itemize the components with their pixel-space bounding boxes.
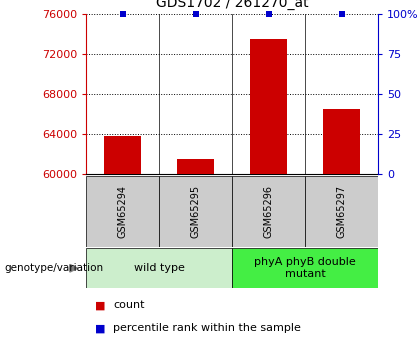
Text: phyA phyB double
mutant: phyA phyB double mutant xyxy=(254,257,356,279)
Text: GSM65294: GSM65294 xyxy=(118,185,128,238)
Bar xyxy=(159,176,232,247)
Text: GSM65295: GSM65295 xyxy=(191,185,201,238)
Title: GDS1702 / 261270_at: GDS1702 / 261270_at xyxy=(156,0,308,10)
Text: ■: ■ xyxy=(94,324,105,333)
Bar xyxy=(86,248,232,288)
Bar xyxy=(250,39,287,174)
Text: genotype/variation: genotype/variation xyxy=(4,263,103,273)
Bar xyxy=(104,136,141,174)
Text: GSM65297: GSM65297 xyxy=(336,185,346,238)
Bar xyxy=(86,176,159,247)
Bar xyxy=(323,109,360,174)
Text: count: count xyxy=(113,300,145,310)
Bar xyxy=(232,248,378,288)
Bar xyxy=(305,176,378,247)
Text: wild type: wild type xyxy=(134,263,184,273)
Bar xyxy=(177,159,214,174)
Text: percentile rank within the sample: percentile rank within the sample xyxy=(113,324,301,333)
Text: GSM65296: GSM65296 xyxy=(263,185,273,238)
Text: ■: ■ xyxy=(94,300,105,310)
Bar xyxy=(232,176,305,247)
